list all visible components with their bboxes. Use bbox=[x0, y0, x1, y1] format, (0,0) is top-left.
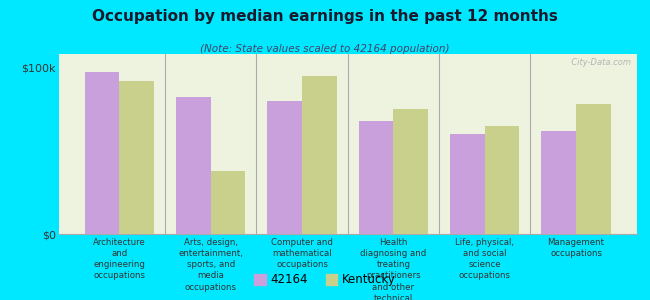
Bar bbox=[84, 72, 120, 234]
Text: City-Data.com: City-Data.com bbox=[566, 58, 631, 67]
Bar bbox=[211, 171, 246, 234]
Bar bbox=[267, 101, 302, 234]
Text: Occupation by median earnings in the past 12 months: Occupation by median earnings in the pas… bbox=[92, 9, 558, 24]
Bar bbox=[302, 76, 337, 234]
Bar bbox=[359, 121, 393, 234]
Bar bbox=[576, 104, 611, 234]
Bar bbox=[541, 131, 576, 234]
Legend: 42164, Kentucky: 42164, Kentucky bbox=[249, 269, 401, 291]
Bar bbox=[485, 126, 519, 234]
Text: (Note: State values scaled to 42164 population): (Note: State values scaled to 42164 popu… bbox=[200, 44, 450, 53]
Bar bbox=[176, 97, 211, 234]
Bar bbox=[120, 81, 154, 234]
Bar bbox=[393, 109, 428, 234]
Bar bbox=[450, 134, 485, 234]
